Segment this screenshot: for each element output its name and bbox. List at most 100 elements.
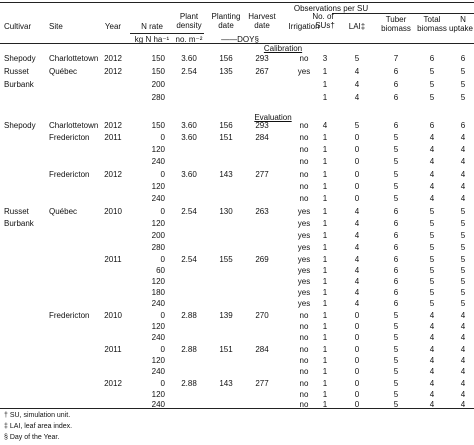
unit-n-rate: kg N ha⁻¹ [134, 35, 170, 44]
cell-n-rate: 240 [151, 367, 165, 376]
cell-n-rate: 240 [151, 333, 165, 342]
cell-harvest-date: 267 [255, 67, 269, 76]
cell-tuber-biomass: 5 [393, 367, 399, 376]
cell-cultivar: Burbank [4, 80, 34, 89]
cell-no-of-sus: 1 [322, 311, 328, 320]
cell-harvest-date: 263 [255, 207, 269, 216]
cell-total-biomass: 5 [429, 93, 435, 102]
cell-lai: 4 [354, 219, 360, 228]
cell-n-uptake: 4 [460, 170, 466, 179]
cell-total-biomass: 4 [429, 311, 435, 320]
header-n-uptake-2: uptake [448, 24, 474, 33]
section-calibration: Calibration [263, 44, 303, 53]
cell-irrigation: no [299, 133, 309, 142]
cell-n-uptake: 4 [460, 157, 466, 166]
cell-irrigation: no [299, 379, 309, 388]
unit-doy: ——DOY§ [221, 35, 259, 44]
cell-total-biomass: 4 [429, 345, 435, 354]
cell-lai: 0 [354, 379, 360, 388]
cell-irrigation: yes [297, 255, 311, 264]
cell-total-biomass: 4 [429, 145, 435, 154]
observations-group-rule [332, 13, 474, 14]
cell-site: Québec [49, 207, 78, 216]
cell-no-of-sus: 1 [322, 80, 328, 89]
cell-n-rate: 0 [160, 133, 165, 142]
header-harvest-2: date [254, 21, 270, 30]
cell-tuber-biomass: 6 [393, 231, 399, 240]
cell-site: Charlottetown [49, 121, 99, 130]
cell-year: 2012 [104, 67, 122, 76]
cell-total-biomass: 5 [429, 219, 435, 228]
cell-lai: 0 [354, 390, 360, 399]
cell-no-of-sus: 1 [322, 133, 328, 142]
cell-lai: 0 [354, 182, 360, 191]
cell-no-of-sus: 1 [322, 145, 328, 154]
cell-total-biomass: 4 [429, 356, 435, 365]
cell-plant-density: 2.54 [181, 255, 197, 264]
cell-n-rate: 240 [151, 194, 165, 203]
cell-planting-date: 156 [219, 54, 233, 63]
cell-plant-density: 2.88 [181, 379, 197, 388]
cell-total-biomass: 4 [429, 194, 435, 203]
header-cultivar: Cultivar [4, 22, 32, 31]
cell-n-rate: 280 [151, 243, 165, 252]
cell-no-of-sus: 1 [322, 182, 328, 191]
cell-lai: 4 [354, 266, 360, 275]
cell-n-uptake: 5 [460, 231, 466, 240]
cell-total-biomass: 4 [429, 182, 435, 191]
header-harvest-1: Harvest [248, 12, 276, 21]
cell-lai: 0 [354, 145, 360, 154]
cell-harvest-date: 270 [255, 311, 269, 320]
cell-irrigation: yes [297, 266, 311, 275]
cell-n-uptake: 4 [460, 345, 466, 354]
header-n-uptake-1: N [460, 15, 466, 24]
header-bottom-rule [0, 43, 474, 44]
cell-no-of-sus: 1 [322, 299, 328, 308]
cell-tuber-biomass: 5 [393, 390, 399, 399]
cell-n-rate: 120 [151, 390, 165, 399]
footnote-doy: § Day of the Year. [4, 434, 60, 441]
header-plant-density-1: Plant [179, 12, 199, 21]
cell-tuber-biomass: 6 [393, 277, 399, 286]
cell-irrigation: no [299, 400, 309, 409]
cell-lai: 4 [354, 207, 360, 216]
cell-n-uptake: 4 [460, 145, 466, 154]
cell-n-uptake: 5 [460, 277, 466, 286]
cell-harvest-date: 284 [255, 133, 269, 142]
cell-n-rate: 240 [151, 299, 165, 308]
unit-plant-density: no. m⁻² [175, 35, 203, 44]
cell-planting-date: 139 [219, 311, 233, 320]
cell-planting-date: 156 [219, 121, 233, 130]
cell-lai: 0 [354, 157, 360, 166]
cell-irrigation: yes [297, 288, 311, 297]
cell-no-of-sus: 1 [322, 379, 328, 388]
table-top-rule [0, 2, 474, 3]
cell-n-rate: 0 [160, 255, 165, 264]
cell-lai: 0 [354, 333, 360, 342]
cell-total-biomass: 5 [429, 277, 435, 286]
cell-n-uptake: 4 [460, 133, 466, 142]
cell-total-biomass: 4 [429, 157, 435, 166]
cell-no-of-sus: 1 [322, 333, 328, 342]
cell-no-of-sus: 1 [322, 345, 328, 354]
cell-total-biomass: 4 [429, 379, 435, 388]
cell-lai: 4 [354, 288, 360, 297]
cell-n-rate: 240 [151, 157, 165, 166]
cell-tuber-biomass: 6 [393, 93, 399, 102]
cell-no-of-sus: 4 [322, 121, 328, 130]
cell-lai: 0 [354, 400, 360, 409]
cell-planting-date: 143 [219, 170, 233, 179]
cell-tuber-biomass: 6 [393, 80, 399, 89]
cell-irrigation: yes [297, 219, 311, 228]
cell-lai: 4 [354, 93, 360, 102]
cell-tuber-biomass: 5 [393, 194, 399, 203]
header-plant-density-2: density [176, 21, 202, 30]
cell-n-rate: 120 [151, 277, 165, 286]
header-nsu-1: No. of [312, 12, 334, 21]
table-bottom-rule [0, 408, 474, 409]
cell-year: 2010 [104, 311, 122, 320]
cell-no-of-sus: 1 [322, 67, 328, 76]
cell-tuber-biomass: 6 [393, 67, 399, 76]
cell-year: 2012 [104, 121, 122, 130]
cell-harvest-date: 284 [255, 345, 269, 354]
